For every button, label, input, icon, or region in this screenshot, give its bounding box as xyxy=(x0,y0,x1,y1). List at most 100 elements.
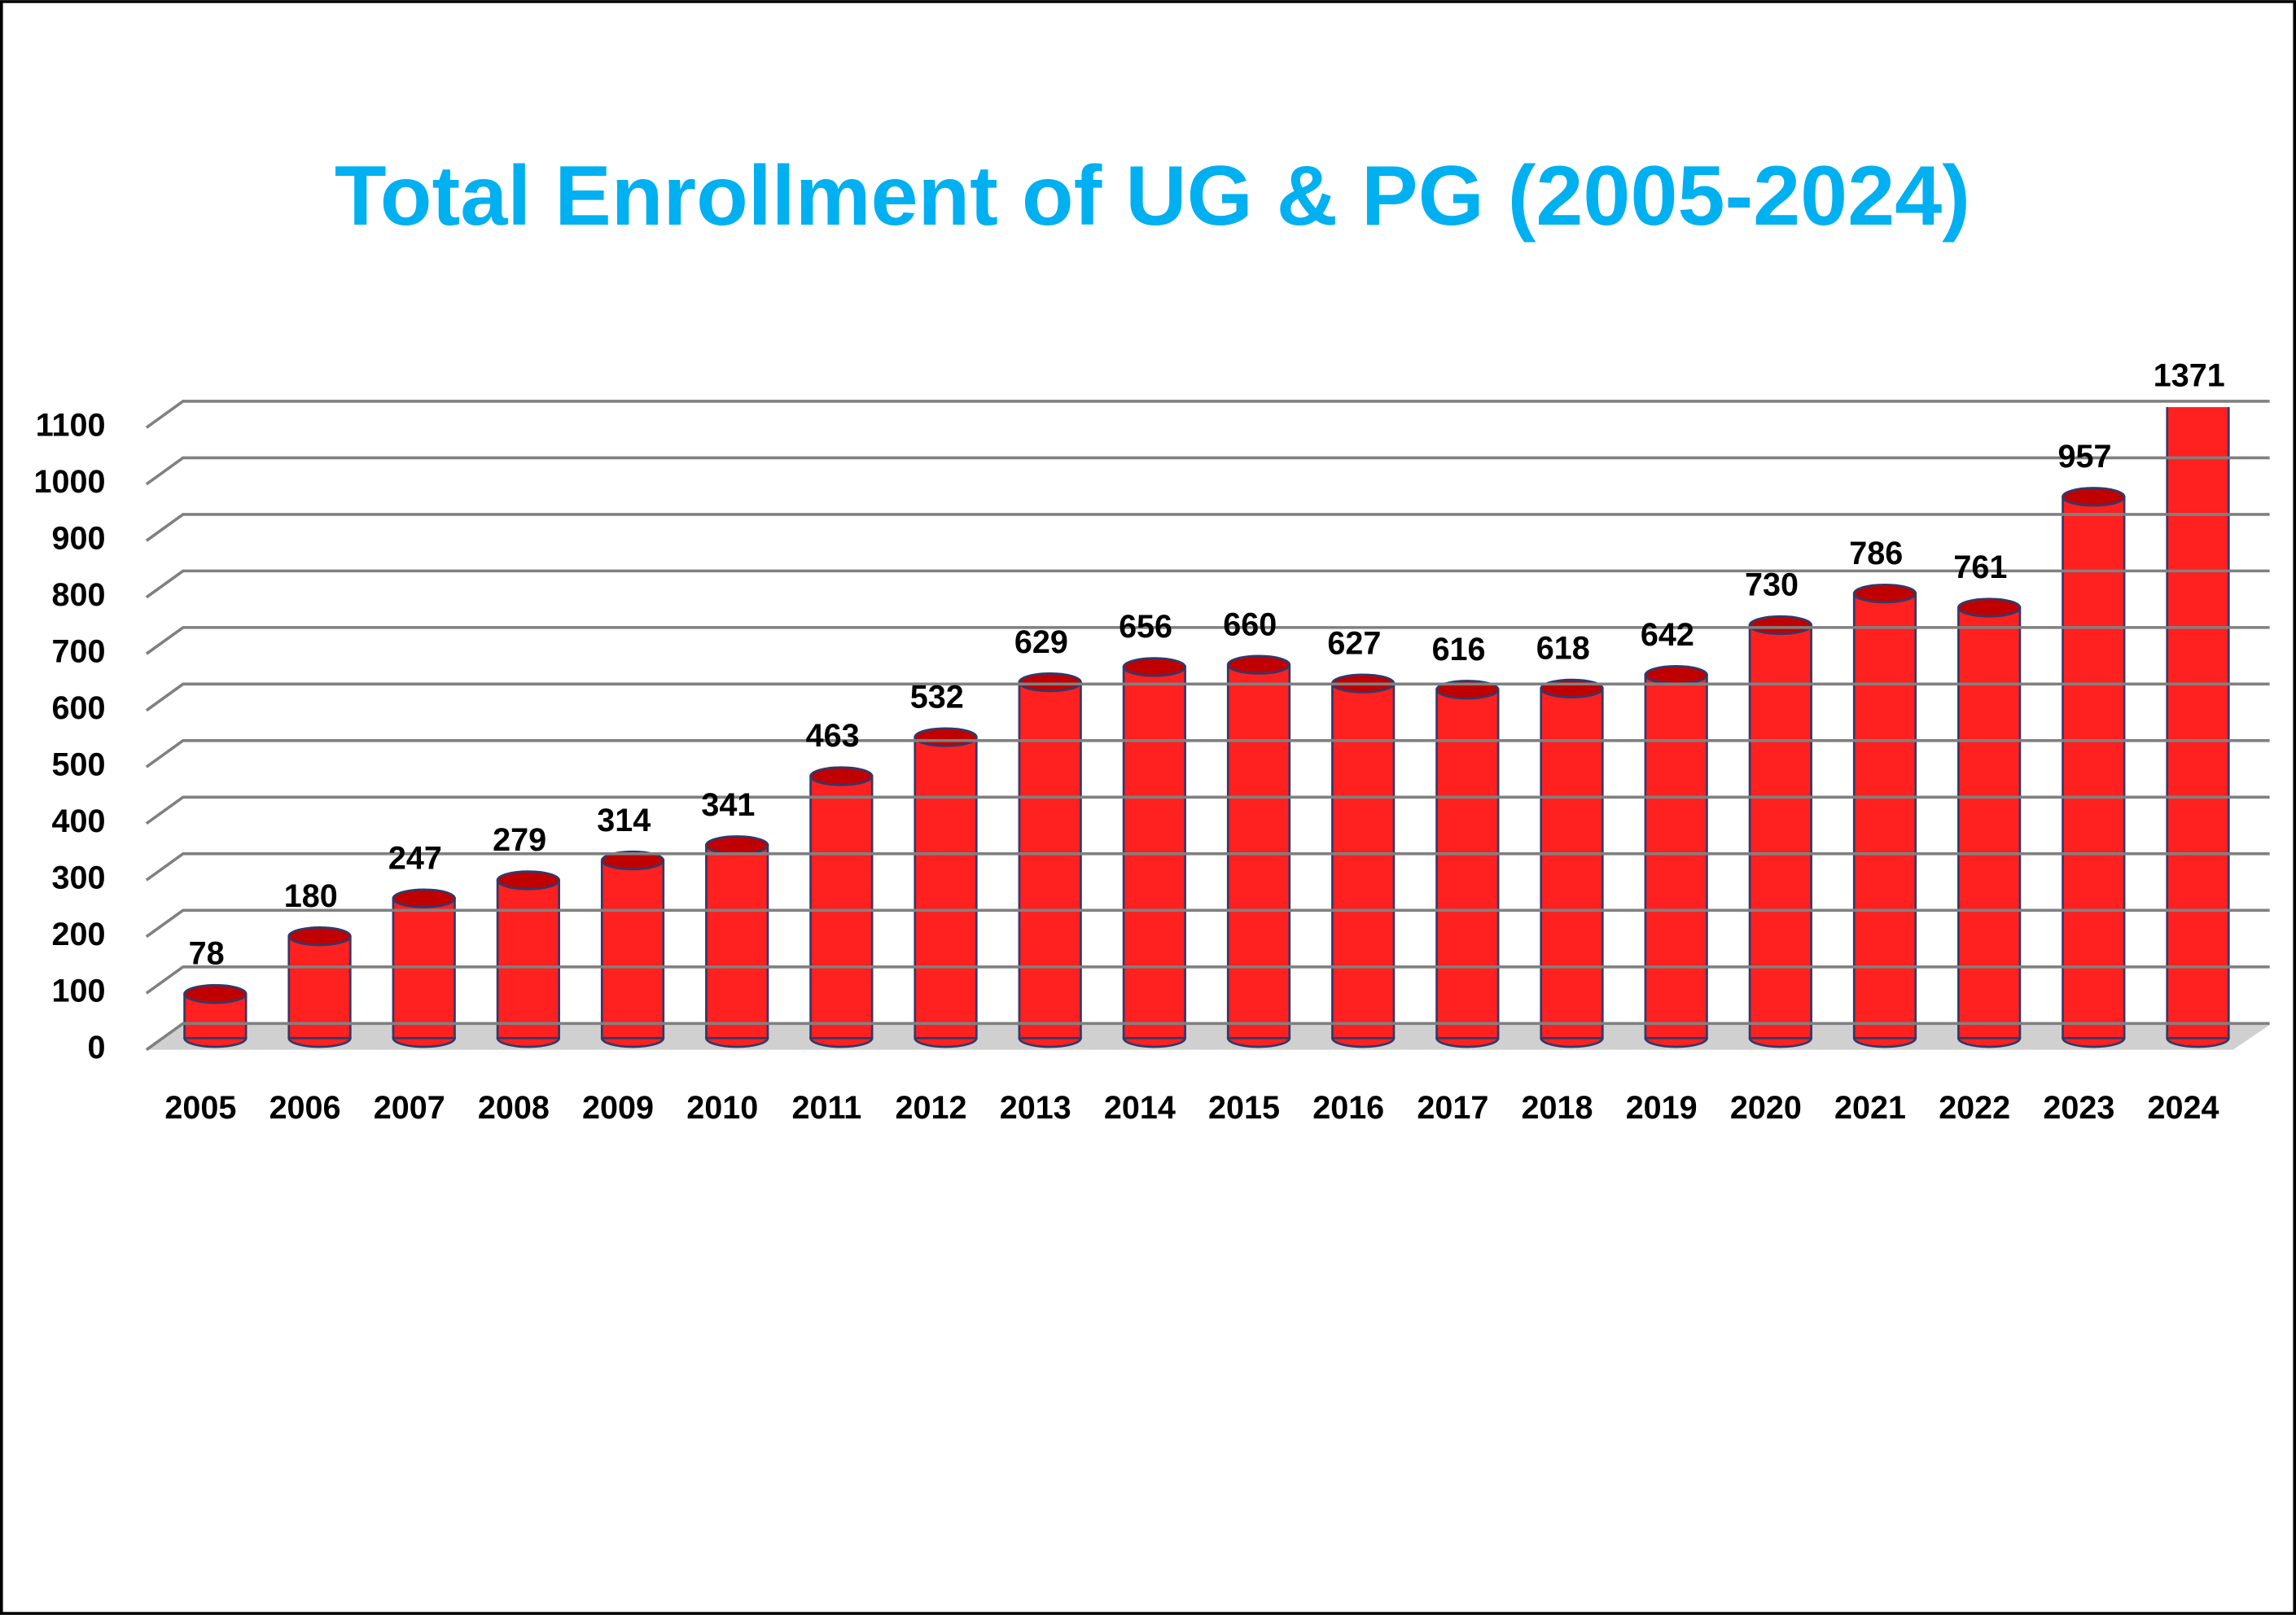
bar xyxy=(1644,673,1708,1039)
value-label: 314 xyxy=(597,803,651,838)
y-tick-label: 1000 xyxy=(34,464,106,500)
bar xyxy=(705,843,769,1039)
bar xyxy=(1018,681,1082,1039)
floor xyxy=(146,1025,2270,1050)
x-tick-label: 2019 xyxy=(1626,1090,1698,1126)
bar xyxy=(914,736,978,1039)
bar-cap xyxy=(392,888,456,908)
bar-cap xyxy=(1122,657,1186,677)
x-tick-label: 2022 xyxy=(1939,1090,2010,1126)
x-tick-label: 2006 xyxy=(269,1090,341,1126)
grid-line xyxy=(145,852,2270,882)
grid-line xyxy=(145,1022,2270,1052)
bar-cap xyxy=(1018,672,1082,693)
grid-line xyxy=(145,513,2270,542)
value-label: 957 xyxy=(2058,439,2112,475)
value-label: 180 xyxy=(284,878,338,914)
grid-line xyxy=(145,569,2270,599)
bar xyxy=(1331,682,1396,1039)
bar xyxy=(1540,687,1604,1039)
x-tick-label: 2011 xyxy=(791,1090,861,1126)
bar xyxy=(2166,407,2230,1039)
grid-line xyxy=(145,739,2270,768)
grid-line xyxy=(145,965,2270,995)
y-tick-label: 500 xyxy=(52,747,106,783)
y-tick-label: 400 xyxy=(52,803,106,839)
y-tick-label: 700 xyxy=(52,634,106,670)
value-label: 341 xyxy=(701,787,755,823)
bar xyxy=(2062,495,2126,1039)
y-tick-label: 800 xyxy=(52,577,106,613)
y-tick-label: 600 xyxy=(52,690,106,726)
chart-title: Total Enrollment of UG & PG (2005-2024) xyxy=(335,149,1970,243)
y-tick-label: 300 xyxy=(52,860,106,896)
grid-line xyxy=(145,456,2270,486)
bar-cap xyxy=(287,926,352,947)
grid-line xyxy=(145,682,2270,712)
value-label: 463 xyxy=(806,718,860,754)
value-label: 761 xyxy=(1953,549,2007,585)
bar-cap xyxy=(183,983,248,1004)
x-tick-label: 2014 xyxy=(1104,1090,1176,1126)
x-tick-label: 2013 xyxy=(1000,1090,1071,1126)
plot-area xyxy=(183,407,2230,1048)
grid-line xyxy=(145,626,2270,655)
bar-cap xyxy=(809,766,874,786)
bar xyxy=(1957,606,2022,1039)
value-label: 616 xyxy=(1432,632,1486,667)
x-tick-label: 2021 xyxy=(1834,1090,1906,1126)
bar xyxy=(1852,592,1917,1039)
x-tick-label: 2016 xyxy=(1312,1090,1384,1126)
x-tick-label: 2023 xyxy=(2043,1090,2114,1126)
bar-cap xyxy=(1957,597,2022,618)
bar xyxy=(600,859,665,1039)
bar-cap xyxy=(1226,654,1291,675)
bar-cap xyxy=(914,727,978,747)
value-label: 786 xyxy=(1849,536,1903,571)
grid-line xyxy=(145,795,2270,825)
value-label: 730 xyxy=(1745,567,1799,603)
value-label: 660 xyxy=(1223,606,1277,642)
bar xyxy=(809,775,874,1039)
y-tick-label: 100 xyxy=(52,974,106,1009)
value-label: 279 xyxy=(493,822,546,858)
value-label: 247 xyxy=(388,840,442,876)
bar-cap xyxy=(1540,678,1604,698)
value-label: 627 xyxy=(1327,625,1381,661)
value-label: 78 xyxy=(189,936,225,972)
value-label: 656 xyxy=(1119,609,1172,645)
x-tick-label: 2012 xyxy=(896,1090,967,1126)
value-label: 532 xyxy=(910,679,964,715)
x-tick-label: 2010 xyxy=(686,1090,758,1126)
bar-cap xyxy=(1852,583,1917,604)
bar xyxy=(1748,624,1812,1039)
y-tick-label: 900 xyxy=(52,521,106,557)
value-label: 618 xyxy=(1536,631,1590,667)
value-label: 1371 xyxy=(2154,358,2225,394)
bar-cap xyxy=(1644,665,1708,685)
x-tick-label: 2017 xyxy=(1417,1090,1488,1126)
x-tick-label: 2024 xyxy=(2148,1090,2219,1126)
bar-cap xyxy=(600,850,665,871)
x-tick-label: 2015 xyxy=(1208,1090,1280,1126)
grid-line xyxy=(145,908,2270,939)
y-tick-label: 0 xyxy=(87,1030,105,1066)
x-tick-label: 2020 xyxy=(1730,1090,1802,1126)
x-tick-label: 2005 xyxy=(164,1090,236,1126)
x-tick-label: 2007 xyxy=(374,1090,445,1126)
x-tick-label: 2009 xyxy=(582,1090,654,1126)
x-tick-label: 2018 xyxy=(1522,1090,1593,1126)
bar-cap xyxy=(496,870,560,891)
y-tick-label: 200 xyxy=(52,917,106,952)
bar-cap xyxy=(2062,487,2126,507)
bar-cap xyxy=(1748,615,1812,636)
bar xyxy=(496,879,560,1039)
grid-line xyxy=(145,400,2270,429)
value-label: 629 xyxy=(1014,624,1068,660)
bar xyxy=(1435,688,1500,1039)
bar xyxy=(1226,663,1291,1039)
value-label: 642 xyxy=(1641,617,1694,653)
bar-cap xyxy=(705,835,769,856)
